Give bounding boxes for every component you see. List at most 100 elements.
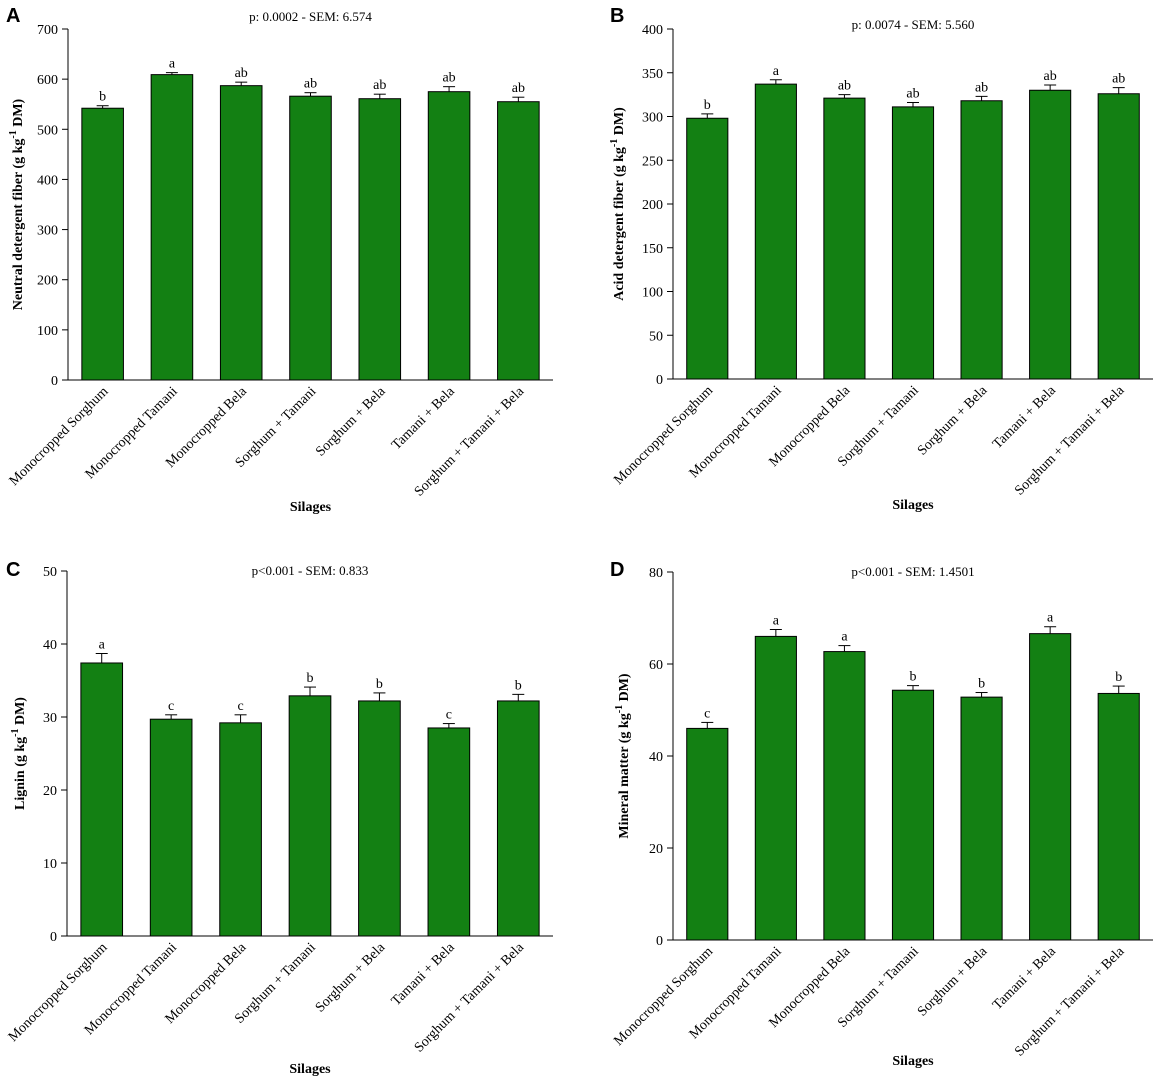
y-tick-label: 40	[649, 750, 663, 765]
y-axis-title-end: DM)	[612, 107, 627, 139]
significance-letter: c	[237, 699, 243, 714]
x-axis-title: Silages	[892, 1054, 934, 1069]
bar	[149, 718, 193, 937]
y-tick-label: 50	[43, 565, 57, 580]
stats-annotation: p<0.001 - SEM: 1.4501	[851, 564, 974, 579]
significance-letter: b	[978, 677, 985, 692]
bar	[891, 106, 935, 380]
bar	[219, 85, 263, 381]
y-tick-label: 350	[642, 67, 663, 82]
significance-letter: b	[376, 677, 383, 692]
significance-letter: ab	[906, 87, 919, 102]
y-tick-label: 150	[642, 242, 663, 257]
y-tick-label: 400	[642, 23, 663, 38]
bar	[288, 695, 332, 937]
y-axis-title-main: Acid detergent fiber (g kg	[612, 147, 627, 301]
significance-letter: ab	[304, 77, 317, 92]
y-axis-title: Acid detergent fiber (g kg-1 DM)	[609, 107, 627, 301]
significance-letter: a	[841, 630, 848, 645]
y-tick-label: 20	[649, 842, 663, 857]
bar	[823, 97, 866, 380]
x-tick-label: Sorghum + Bela	[915, 944, 991, 1020]
significance-letter: ab	[1044, 69, 1057, 84]
significance-letter: b	[1115, 670, 1122, 685]
y-axis-title-end: DM)	[13, 697, 28, 729]
y-tick-label: 20	[43, 784, 57, 799]
significance-letter: a	[99, 637, 106, 652]
y-axis-title-superscript: -1	[609, 139, 620, 147]
panel-letter: D	[610, 559, 624, 581]
y-tick-label: 0	[51, 374, 58, 389]
y-tick-label: 300	[642, 111, 663, 126]
significance-letter: c	[704, 706, 710, 721]
y-axis-title: Lignin (g kg-1 DM)	[10, 697, 28, 810]
bar	[496, 700, 540, 937]
bar	[427, 91, 471, 381]
x-tick-label: Sorghum + Tamani + Bela	[1012, 383, 1128, 499]
x-tick-label: Tamani + Bela	[389, 384, 458, 453]
bar	[960, 696, 1003, 941]
significance-letter: ab	[442, 71, 455, 86]
y-tick-label: 200	[642, 198, 663, 213]
y-axis-title-end: DM)	[11, 98, 26, 130]
y-tick-label: 100	[37, 324, 58, 339]
y-tick-label: 200	[37, 274, 58, 289]
y-tick-label: 50	[649, 329, 663, 344]
bar	[960, 100, 1003, 380]
significance-letter: ab	[235, 66, 248, 81]
significance-letter: ab	[512, 81, 525, 96]
bar	[891, 689, 935, 941]
stats-annotation: p: 0.0074 - SEM: 5.560	[852, 17, 975, 32]
y-axis-title: Neutral detergent fiber (g kg-1 DM)	[8, 98, 26, 310]
bar	[1097, 692, 1140, 941]
stats-annotation: p<0.001 - SEM: 0.833	[252, 563, 369, 578]
bar	[754, 635, 797, 941]
bar	[1097, 93, 1140, 380]
bar	[219, 722, 262, 937]
y-axis-title-superscript: -1	[8, 130, 19, 138]
bar	[150, 74, 194, 381]
y-tick-label: 700	[37, 23, 58, 38]
y-tick-label: 0	[656, 373, 663, 388]
panel-letter: A	[6, 5, 20, 27]
x-axis-title: Silages	[290, 500, 332, 515]
bar	[1029, 89, 1072, 380]
x-tick-label: Tamani + Bela	[990, 944, 1059, 1013]
panel-letter: C	[6, 559, 20, 581]
significance-letter: ab	[373, 78, 386, 93]
bar	[427, 727, 471, 937]
bar	[80, 662, 124, 937]
significance-letter: b	[515, 678, 522, 693]
significance-letter: b	[99, 90, 106, 105]
y-tick-label: 10	[43, 857, 57, 872]
x-tick-label: Sorghum + Tamani + Bela	[1012, 944, 1128, 1060]
x-tick-label: Tamani + Bela	[990, 383, 1059, 452]
y-tick-label: 80	[649, 566, 663, 581]
y-tick-label: 100	[642, 286, 663, 301]
y-axis-title-main: Neutral detergent fiber (g kg	[11, 139, 26, 311]
y-tick-label: 60	[649, 658, 663, 673]
significance-letter: ab	[975, 80, 988, 95]
y-axis-title: Mineral matter (g kg-1 DM)	[614, 673, 632, 838]
significance-letter: b	[307, 671, 314, 686]
bar	[81, 107, 124, 381]
bar	[823, 651, 866, 941]
bar	[1029, 633, 1072, 941]
y-tick-label: 0	[656, 934, 663, 949]
y-tick-label: 250	[642, 154, 663, 169]
y-axis-title-end: DM)	[617, 673, 632, 705]
significance-letter: c	[446, 708, 452, 723]
significance-letter: c	[168, 699, 174, 714]
x-axis-title: Silages	[892, 498, 934, 513]
panel-letter: B	[610, 5, 624, 27]
bar	[686, 117, 729, 380]
y-axis-title-main: Mineral matter (g kg	[617, 713, 632, 838]
y-tick-label: 0	[50, 930, 57, 945]
bar	[289, 95, 332, 381]
y-tick-label: 600	[37, 73, 58, 88]
significance-letter: a	[773, 64, 780, 79]
y-tick-label: 30	[43, 711, 57, 726]
